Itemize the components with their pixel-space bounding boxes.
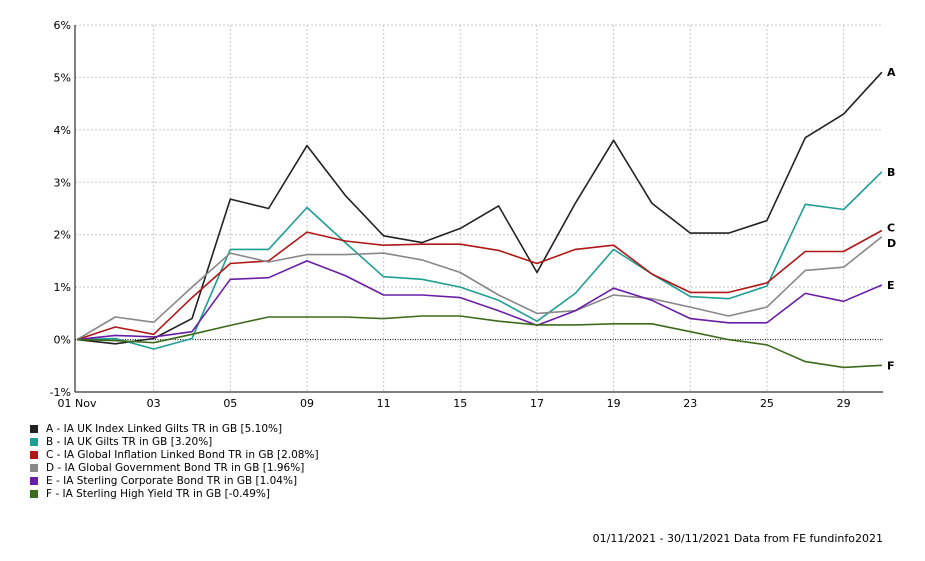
series-line-e (76, 260, 883, 341)
x-tick-label: 11 (377, 397, 391, 410)
legend-label: D - IA Global Government Bond TR in GB [… (46, 461, 305, 474)
x-tick-label: 15 (453, 397, 467, 410)
legend-swatch (30, 450, 38, 459)
series-line-c (76, 229, 883, 341)
series-end-label-b: B (887, 166, 895, 179)
footer-date-source: 01/11/2021 - 30/11/2021 Data from FE fun… (592, 532, 883, 545)
series-line-d (76, 236, 883, 341)
x-tick-label: 09 (300, 397, 314, 410)
legend-swatch (30, 437, 38, 446)
legend-item-f: F - IA Sterling High Yield TR in GB [-0.… (30, 487, 319, 500)
legend-item-e: E - IA Sterling Corporate Bond TR in GB … (30, 474, 319, 487)
legend-swatch (30, 476, 38, 485)
legend-swatch (30, 489, 38, 498)
legend-label: A - IA UK Index Linked Gilts TR in GB [5… (46, 422, 283, 435)
plot-area (75, 25, 883, 392)
y-tick-label: 2% (54, 229, 71, 242)
x-tick-label: 01 Nov (58, 397, 97, 410)
y-tick-label: 1% (54, 281, 71, 294)
legend-item-d: D - IA Global Government Bond TR in GB [… (30, 461, 319, 474)
legend-swatch (30, 424, 38, 433)
x-tick-label: 25 (760, 397, 774, 410)
chart-legend: A - IA UK Index Linked Gilts TR in GB [5… (30, 422, 319, 500)
series-end-label-a: A (887, 66, 896, 79)
y-tick-label: 5% (54, 71, 71, 84)
x-tick-label: 03 (147, 397, 161, 410)
y-tick-label: 4% (54, 124, 71, 137)
series-line-f (76, 315, 882, 369)
y-tick-label: 6% (54, 19, 71, 32)
legend-item-c: C - IA Global Inflation Linked Bond TR i… (30, 448, 319, 461)
y-tick-label: -1% (50, 386, 71, 399)
series-end-label-e: E (887, 279, 895, 292)
legend-label: B - IA UK Gilts TR in GB [3.20%] (46, 435, 213, 448)
x-tick-label: 29 (837, 397, 851, 410)
series-end-label-f: F (887, 359, 895, 372)
x-tick-label: 19 (607, 397, 621, 410)
y-tick-label: 0% (54, 334, 71, 347)
y-tick-label: 3% (54, 176, 71, 189)
x-tick-label: 05 (223, 397, 237, 410)
legend-item-a: A - IA UK Index Linked Gilts TR in GB [5… (30, 422, 319, 435)
series-line-b (76, 171, 883, 350)
series-line-a (76, 71, 883, 345)
x-tick-label: 17 (530, 397, 544, 410)
legend-label: F - IA Sterling High Yield TR in GB [-0.… (46, 487, 270, 500)
series-end-label-c: C (887, 222, 895, 235)
legend-item-b: B - IA UK Gilts TR in GB [3.20%] (30, 435, 319, 448)
legend-swatch (30, 463, 38, 472)
series-end-label-d: D (887, 237, 896, 250)
legend-label: C - IA Global Inflation Linked Bond TR i… (46, 448, 319, 461)
line-chart: -1% 0% 1% 2% 3% 4% 5% 6% 01 Nov 03 05 09 11 15 17 19 23 2… (50, 19, 897, 410)
x-tick-label: 23 (683, 397, 697, 410)
legend-label: E - IA Sterling Corporate Bond TR in GB … (46, 474, 298, 487)
